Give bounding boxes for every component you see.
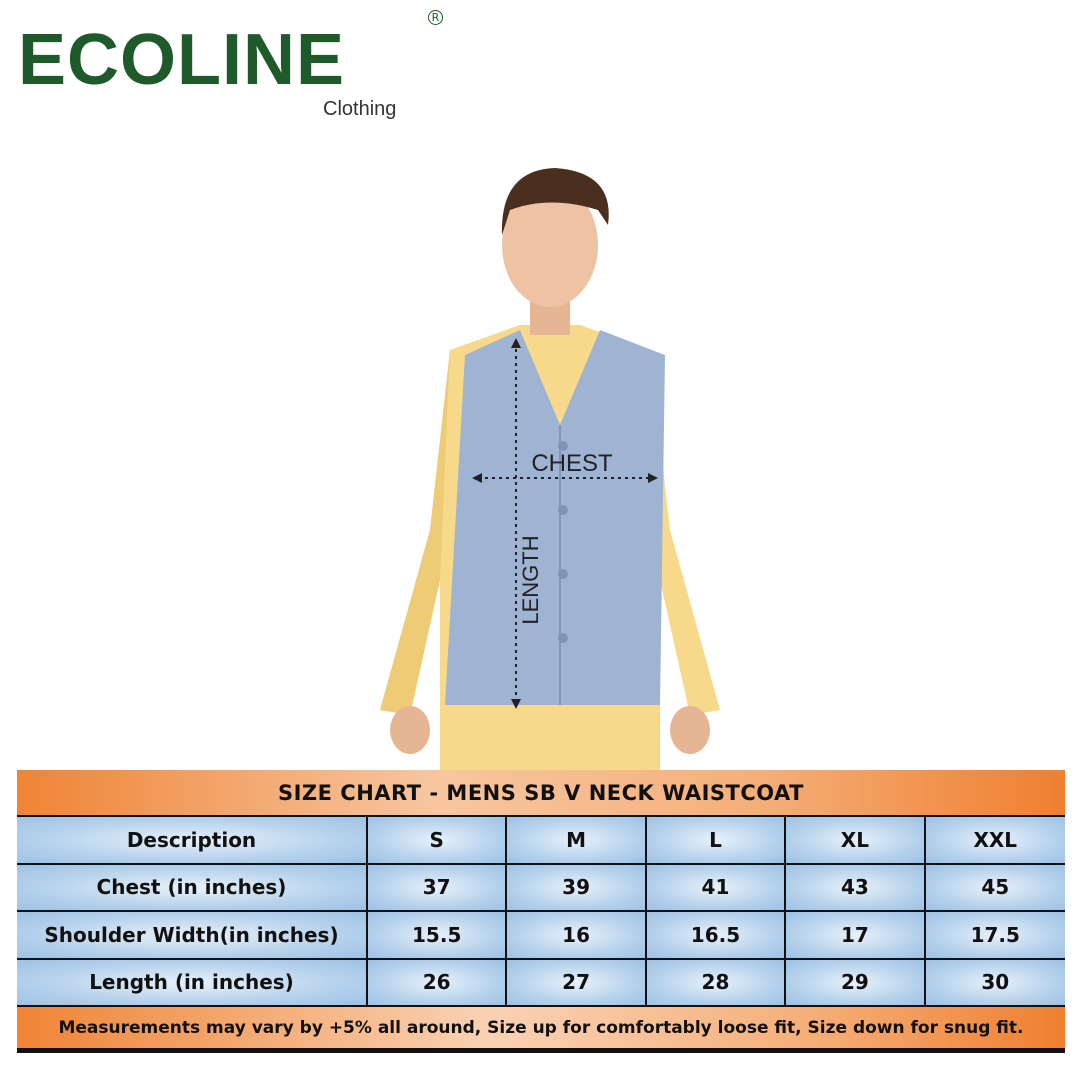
size-value: 43 [786, 864, 926, 910]
row-label: Chest (in inches) [17, 864, 368, 910]
size-value: 29 [786, 959, 926, 1005]
brand-logo: ECOLINE R Clothing [18, 10, 448, 125]
buttons [558, 441, 568, 643]
brand-sub: Clothing [323, 98, 397, 120]
size-value: 28 [646, 959, 787, 1005]
footnote: Measurements may vary by +5% all around,… [17, 1007, 1065, 1053]
hair [501, 168, 609, 235]
size-value: 39 [507, 864, 647, 910]
brand-name: ECOLINE [18, 20, 346, 100]
size-value: 26 [368, 959, 508, 1005]
size-value: 41 [646, 864, 787, 910]
right-hand [670, 706, 710, 754]
table-row: Chest (in inches) 37 39 41 43 45 [17, 864, 1065, 912]
header-cell: XXL [925, 817, 1065, 863]
header-cell: M [507, 817, 647, 863]
length-label: LENGTH [518, 535, 543, 624]
kurta-shadow [380, 350, 450, 715]
size-value: 30 [925, 959, 1065, 1005]
row-label: Shoulder Width(in inches) [17, 912, 368, 958]
size-value: 45 [925, 864, 1065, 910]
model-image: CHEST LENGTH [370, 150, 730, 770]
header-cell: L [646, 817, 787, 863]
registered-mark: R [428, 10, 443, 25]
size-chart-table: SIZE CHART - MENS SB V NECK WAISTCOAT De… [17, 770, 1065, 1053]
size-value: 16.5 [646, 912, 787, 958]
table-row: Shoulder Width(in inches) 15.5 16 16.5 17 17.… [17, 912, 1065, 960]
table-header-row: Description S M L XL XXL [17, 817, 1065, 865]
row-label: Length (in inches) [17, 959, 368, 1005]
chest-label: CHEST [531, 450, 613, 477]
size-value: 17.5 [925, 912, 1065, 958]
header-cell: Description [17, 817, 368, 863]
header-cell: S [368, 817, 508, 863]
table-row: Length (in inches) 26 27 28 29 30 [17, 959, 1065, 1007]
header-cell: XL [786, 817, 926, 863]
size-value: 27 [507, 959, 647, 1005]
size-value: 37 [368, 864, 508, 910]
size-value: 16 [507, 912, 647, 958]
vest [445, 330, 665, 705]
size-value: 17 [786, 912, 926, 958]
left-hand [390, 706, 430, 754]
size-value: 15.5 [368, 912, 508, 958]
face [502, 183, 598, 307]
table-body: Chest (in inches) 37 39 41 43 45 Shoulder Widt… [17, 864, 1065, 1007]
size-chart-title: SIZE CHART - MENS SB V NECK WAISTCOAT [17, 770, 1065, 817]
